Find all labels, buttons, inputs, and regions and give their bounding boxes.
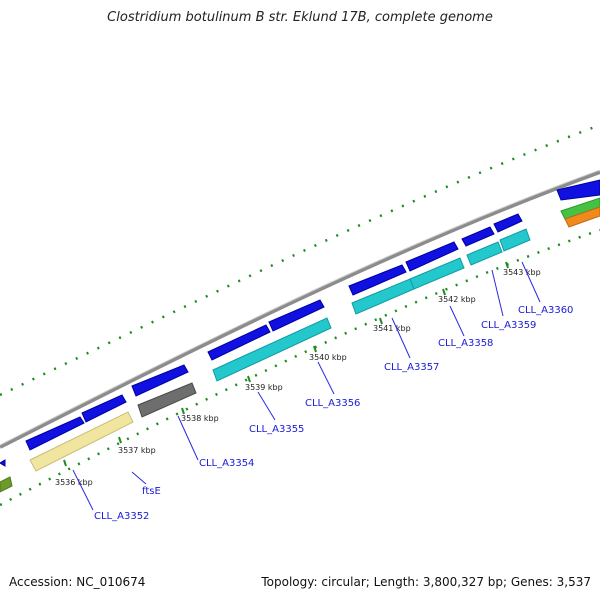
tick-labels: 3536 kbp 3537 kbp 3538 kbp 3539 kbp 3540… bbox=[55, 268, 541, 487]
gene-labels: CLL_A3352 ftsE CLL_A3354 CLL_A3355 CLL_A… bbox=[94, 305, 573, 522]
map-title: Clostridium botulinum B str. Eklund 17B,… bbox=[107, 10, 493, 25]
gene-label-ftse[interactable]: ftsE bbox=[142, 486, 161, 497]
label-leader bbox=[131, 471, 147, 485]
label-leader bbox=[491, 269, 504, 317]
tick-label: 3538 kbp bbox=[181, 414, 219, 423]
tick-label: 3539 kbp bbox=[245, 383, 283, 392]
genome-summary-text: Topology: circular; Length: 3,800,327 bp… bbox=[261, 575, 591, 589]
tick-mark bbox=[505, 261, 509, 269]
gc-track-outer bbox=[0, 123, 600, 397]
tick-mark bbox=[442, 288, 446, 296]
tick-mark bbox=[63, 459, 67, 467]
gene-reverse-yellow[interactable] bbox=[29, 411, 134, 472]
gene-label-cll-a3356[interactable]: CLL_A3356 bbox=[305, 398, 360, 409]
gene-forward[interactable] bbox=[25, 416, 85, 451]
gene-reverse-cyan[interactable] bbox=[466, 241, 503, 266]
gene-label-cll-a3354[interactable]: CLL_A3354 bbox=[199, 458, 254, 469]
tick-mark bbox=[118, 436, 122, 444]
gene-reverse-gray[interactable] bbox=[137, 382, 197, 418]
gene-label-cll-a3360[interactable]: CLL_A3360 bbox=[518, 305, 573, 316]
gene-forward[interactable] bbox=[207, 324, 271, 361]
tick-mark bbox=[181, 407, 185, 415]
gene-forward[interactable] bbox=[348, 264, 407, 296]
tick-mark bbox=[247, 375, 251, 383]
gene-forward[interactable] bbox=[268, 299, 325, 332]
accession-text: Accession: NC_010674 bbox=[9, 575, 146, 589]
tick-label: 3543 kbp bbox=[503, 268, 541, 277]
gene-label-cll-a3358[interactable]: CLL_A3358 bbox=[438, 338, 493, 349]
tick-label: 3541 kbp bbox=[373, 324, 411, 333]
gene-label-cll-a3355[interactable]: CLL_A3355 bbox=[249, 424, 304, 435]
label-leaders bbox=[72, 261, 541, 511]
genome-backbone-highlight bbox=[0, 169, 600, 446]
gene-reverse-cyan[interactable] bbox=[409, 257, 465, 290]
tick-label: 3542 kbp bbox=[438, 295, 476, 304]
gene-reverse-cyan[interactable] bbox=[212, 317, 332, 382]
gene-forward[interactable] bbox=[556, 179, 600, 201]
gene-label-cll-a3352[interactable]: CLL_A3352 bbox=[94, 511, 149, 522]
tick-label: 3537 kbp bbox=[118, 446, 156, 455]
gene-label-cll-a3359[interactable]: CLL_A3359 bbox=[481, 320, 536, 331]
gene-orange[interactable] bbox=[564, 206, 600, 228]
label-leader bbox=[391, 317, 411, 359]
label-leader bbox=[317, 361, 335, 395]
tick-mark bbox=[379, 317, 383, 325]
label-leader bbox=[257, 391, 276, 421]
reverse-strand-track bbox=[0, 197, 600, 493]
gene-forward[interactable] bbox=[461, 226, 495, 247]
gene-forward[interactable] bbox=[131, 364, 189, 397]
gene-reverse-cyan[interactable] bbox=[499, 228, 531, 252]
gene-label-cll-a3357[interactable]: CLL_A3357 bbox=[384, 362, 439, 373]
tick-label: 3540 kbp bbox=[309, 353, 347, 362]
gene-forward[interactable] bbox=[405, 241, 459, 272]
tick-mark bbox=[313, 345, 317, 353]
gene-forward[interactable] bbox=[81, 394, 127, 423]
label-leader bbox=[449, 305, 465, 337]
genome-backbone bbox=[0, 170, 600, 449]
gene-forward[interactable] bbox=[493, 213, 523, 233]
tick-label: 3536 kbp bbox=[55, 478, 93, 487]
label-leader bbox=[177, 415, 199, 461]
gene-forward[interactable] bbox=[0, 459, 6, 467]
forward-strand-track bbox=[0, 179, 600, 467]
gene-reverse-olive[interactable] bbox=[0, 476, 13, 493]
scale-ticks bbox=[63, 261, 509, 467]
label-leader bbox=[521, 261, 541, 303]
gene-green[interactable] bbox=[560, 197, 600, 220]
label-leader bbox=[72, 469, 94, 511]
